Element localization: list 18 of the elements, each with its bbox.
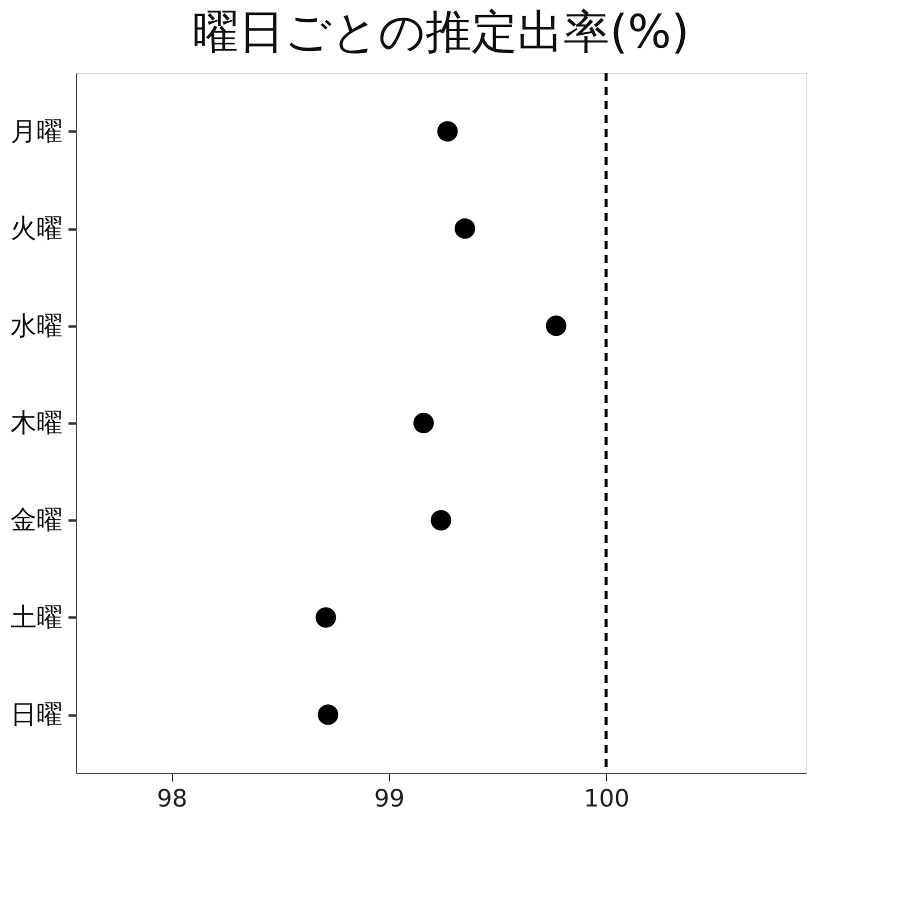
x-tick-label: 99	[374, 784, 405, 812]
point	[413, 412, 434, 434]
point	[546, 316, 566, 336]
x-tick-label: 100	[584, 784, 630, 812]
x-tick-label: 98	[156, 784, 188, 812]
y-tick-label: 水曜	[10, 311, 62, 342]
y-tick-label: 月曜	[10, 116, 62, 147]
chart-title: 曜日ごとの推定出率(%)	[192, 4, 690, 58]
point	[316, 607, 336, 628]
y-tick-label: 火曜	[10, 214, 62, 244]
y-tick-label: 金曜	[10, 506, 62, 536]
y-tick-label: 木曜	[10, 408, 62, 438]
point	[430, 510, 452, 530]
point	[318, 704, 338, 725]
y-tick-label: 土曜	[10, 602, 62, 633]
y-tick-label: 日曜	[10, 700, 62, 730]
point	[454, 218, 476, 239]
point	[437, 121, 458, 142]
